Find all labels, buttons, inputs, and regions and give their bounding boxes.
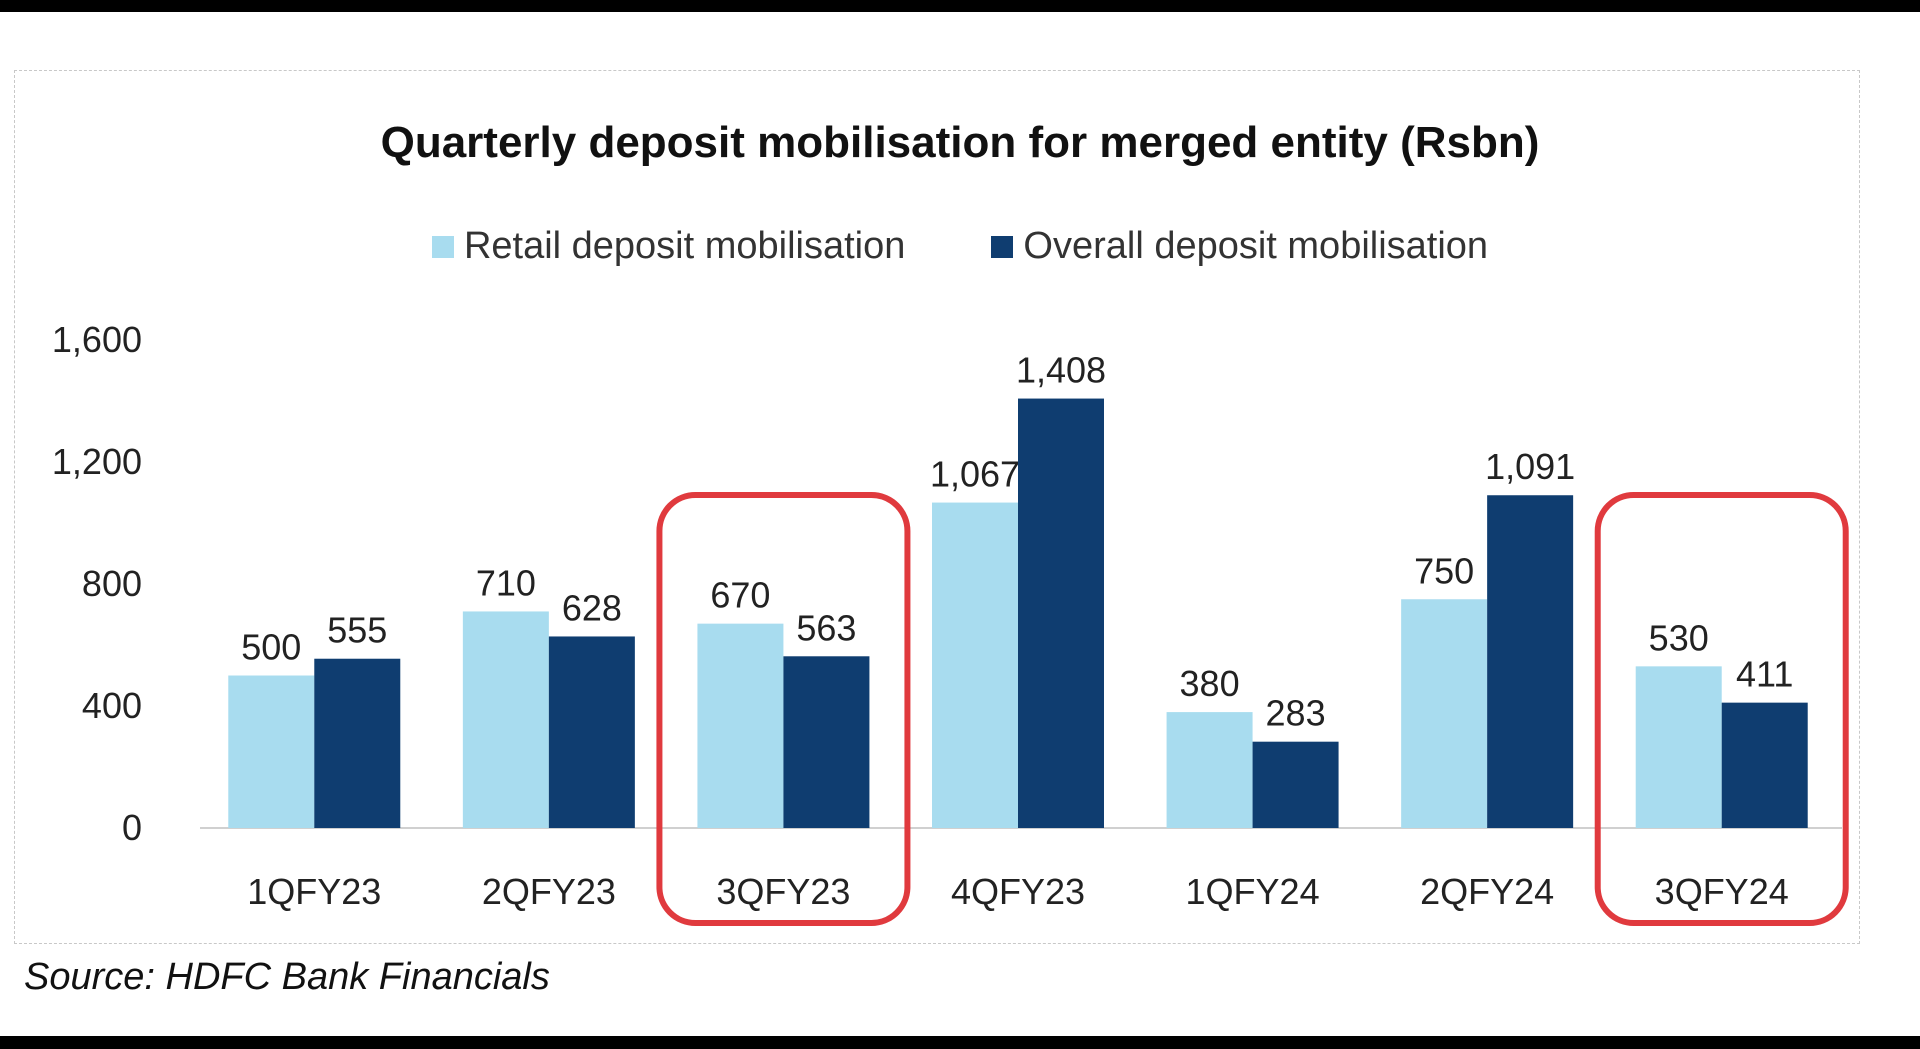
bar-overall-1QFY24 — [1252, 741, 1339, 828]
chart-title: Quarterly deposit mobilisation for merge… — [380, 118, 1540, 167]
x-tick-label-1QFY24: 1QFY24 — [1186, 871, 1320, 912]
data-label-overall-2QFY24: 1,091 — [1485, 446, 1575, 487]
data-label-retail-1QFY24: 380 — [1180, 663, 1240, 704]
data-label-overall-4QFY23: 1,408 — [1016, 350, 1106, 391]
y-tick-label: 1,200 — [52, 441, 142, 482]
data-label-retail-3QFY24: 530 — [1649, 617, 1709, 658]
bar-retail-1QFY23 — [228, 675, 315, 828]
top-black-band — [0, 0, 1920, 12]
legend-item-retail: Retail deposit mobilisation — [431, 225, 906, 268]
data-label-retail-4QFY23: 1,067 — [930, 454, 1020, 495]
legend-label-retail: Retail deposit mobilisation — [463, 225, 906, 267]
bar-overall-4QFY23 — [1018, 398, 1104, 828]
x-tick-label-4QFY23: 4QFY23 — [951, 871, 1085, 912]
data-label-overall-3QFY24: 411 — [1736, 654, 1793, 695]
y-tick-label: 400 — [82, 685, 142, 726]
data-label-retail-1QFY23: 500 — [241, 627, 301, 668]
bar-overall-2QFY23 — [548, 636, 635, 828]
bar-retail-2QFY24 — [1401, 599, 1488, 828]
y-tick-label: 0 — [122, 807, 142, 848]
bar-overall-1QFY23 — [314, 658, 401, 828]
highlight-box-3QFY24 — [1594, 492, 1849, 926]
bar-overall-2QFY24 — [1487, 495, 1574, 828]
bar-retail-3QFY23 — [697, 623, 784, 828]
bar-retail-2QFY23 — [462, 611, 549, 828]
bar-overall-3QFY24 — [1721, 702, 1808, 828]
data-label-overall-1QFY24: 283 — [1266, 693, 1326, 734]
data-label-retail-3QFY23: 670 — [710, 575, 770, 616]
chart-frame — [14, 70, 1860, 944]
y-tick-label: 1,600 — [52, 319, 142, 360]
x-tick-label-3QFY23: 3QFY23 — [716, 871, 850, 912]
bottom-black-band — [0, 1036, 1920, 1049]
x-tick-label-1QFY23: 1QFY23 — [247, 871, 381, 912]
bar-retail-1QFY24 — [1166, 712, 1253, 828]
legend-item-overall: Overall deposit mobilisation — [991, 225, 1488, 268]
legend-swatch-retail — [431, 235, 454, 258]
legend-swatch-overall — [991, 235, 1014, 258]
y-tick-label: 800 — [82, 563, 142, 604]
x-tick-label-2QFY24: 2QFY24 — [1420, 871, 1554, 912]
highlight-box-3QFY23 — [656, 492, 911, 926]
legend-label-overall: Overall deposit mobilisation — [1023, 225, 1489, 267]
data-label-overall-1QFY23: 555 — [327, 610, 387, 651]
data-label-retail-2QFY23: 710 — [476, 562, 536, 603]
bar-retail-3QFY24 — [1635, 666, 1722, 828]
bar-overall-3QFY23 — [783, 656, 870, 828]
x-tick-label-2QFY23: 2QFY23 — [482, 871, 616, 912]
data-label-overall-3QFY23: 563 — [796, 607, 856, 648]
data-label-overall-2QFY23: 628 — [562, 587, 622, 628]
data-label-retail-2QFY24: 750 — [1414, 550, 1474, 591]
source-note: Source: HDFC Bank Financials — [24, 956, 550, 998]
bar-retail-4QFY23 — [932, 502, 1018, 828]
x-tick-label-3QFY24: 3QFY24 — [1655, 871, 1789, 912]
chart-legend: Retail deposit mobilisation Overall depo… — [0, 225, 1920, 268]
